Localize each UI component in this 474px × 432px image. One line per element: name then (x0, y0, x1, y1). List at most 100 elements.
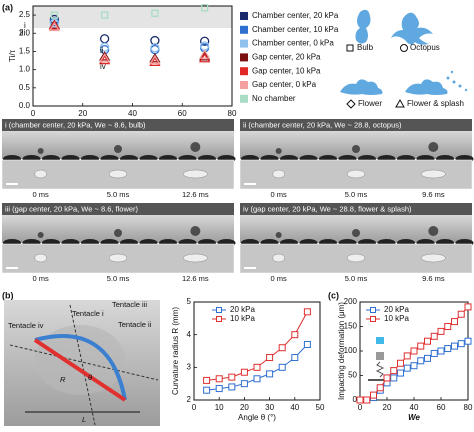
x-tick-label: 40 (290, 403, 299, 412)
droplet-bottom (183, 253, 208, 263)
marker (149, 54, 161, 65)
droplet-bottom (34, 169, 47, 179)
panel-label: (a) (2, 2, 13, 12)
legend-label: Gap center, 20 kPa (252, 53, 321, 62)
panel-label: (c) (328, 290, 339, 300)
marker (410, 362, 418, 370)
marker (451, 342, 458, 350)
marker (417, 342, 425, 350)
marker (48, 20, 61, 30)
x-tick-label: 60 (437, 403, 446, 412)
marker (253, 375, 261, 383)
droplet (352, 229, 360, 237)
droplet-bottom (421, 169, 446, 179)
droplet-bottom (108, 169, 128, 179)
tentacle-arc (34, 334, 127, 401)
x-tick-label: 20 (383, 403, 392, 412)
x-tick-label: 80 (228, 109, 237, 118)
x-tick-label: 40 (128, 109, 137, 118)
x-tick-label: 80 (464, 403, 473, 412)
droplet (114, 229, 122, 237)
x-tick-label: 30 (265, 403, 274, 412)
diagram-label: Tentacle iii (112, 300, 147, 309)
marker (228, 373, 236, 381)
legend-label: 10 kPa (230, 314, 255, 323)
y-tick-label: 2.5 (19, 10, 31, 19)
droplet (190, 226, 201, 236)
y-tick-label: 0.5 (19, 83, 31, 92)
photo-caption: i (chamber center, 20 kPa, We ~ 8.6, bul… (5, 120, 146, 129)
droplet-shadow (35, 325, 125, 395)
shape-label: Bulb (357, 43, 374, 52)
y-tick-label: 150 (344, 322, 358, 331)
marker (303, 308, 311, 316)
droplet-bottom (421, 253, 446, 263)
photo-panel: i (chamber center, 20 kPa, We ~ 8.6, bul… (1, 119, 236, 199)
marker (397, 359, 404, 367)
marker (278, 344, 286, 352)
marker (48, 21, 61, 32)
legend-marker (370, 307, 376, 313)
legend-swatch (240, 67, 248, 76)
inset-drop (376, 337, 384, 344)
shape-label: Octopus (410, 43, 440, 52)
legend-swatch (240, 53, 248, 62)
marker (464, 337, 472, 345)
y-axis-label: Curvature radius R (mm) (171, 307, 180, 395)
droplet (352, 145, 360, 153)
chord (33, 338, 127, 402)
marker (403, 364, 411, 372)
diagram-label: Tentacle ii (118, 320, 152, 329)
marker (149, 56, 161, 67)
x-tick-label: 0 (358, 403, 363, 412)
y-tick-label: 200 (344, 297, 358, 306)
marker (278, 363, 286, 371)
x-tick-label: 40 (410, 403, 419, 412)
droplet-bottom (346, 169, 366, 179)
time-label: 0 ms (33, 274, 50, 283)
caption-bar (2, 203, 234, 215)
octopus-symbol (400, 44, 408, 52)
legend-label: Chamber center, 20 kPa (252, 11, 339, 20)
time-label: 9.6 ms (422, 190, 445, 199)
marker (150, 43, 160, 53)
y-tick-label: 100 (344, 346, 358, 355)
y-tick-label: 0 (353, 395, 358, 404)
y-axis-label: Impacting deformation (μm) (337, 302, 346, 400)
splash-symbol (395, 98, 405, 108)
marker (240, 368, 248, 376)
bulb-symbol (346, 44, 354, 52)
annotation: iv (100, 62, 106, 71)
annotation: iii (20, 28, 26, 37)
photo-panel: iv (gap center, 20 kPa, We ~ 28.8, flowe… (239, 203, 474, 283)
legend-marker (370, 316, 376, 322)
marker (390, 374, 398, 382)
marker (457, 340, 465, 348)
y-tick-label: 3 (187, 362, 192, 371)
droplet (37, 148, 44, 154)
marker (363, 396, 371, 404)
droplet-bottom (108, 253, 128, 263)
legend-label: 10 kPa (384, 314, 409, 323)
marker (417, 357, 425, 365)
photo-panel: iii (gap center, 20 kPa, We ~ 8.6, flowe… (1, 203, 236, 283)
axes-frame (193, 301, 321, 401)
shape-label: Flower (358, 99, 382, 108)
marker (444, 323, 452, 330)
legend-swatch (240, 94, 248, 103)
y-tick-label: 4 (187, 330, 192, 339)
x-tick-label: 50 (316, 403, 325, 412)
splash-icon (405, 79, 448, 95)
marker (383, 374, 391, 382)
marker (356, 396, 364, 404)
legend-swatch (240, 12, 248, 20)
marker (149, 52, 161, 63)
y-tick-label: 2 (187, 395, 192, 404)
annotation: i (24, 21, 26, 30)
y-tick-label: 5 (187, 297, 192, 306)
legend-swatch (240, 39, 248, 48)
legend-label: No chamber (252, 94, 296, 103)
time-label: 0 ms (33, 190, 50, 199)
inset-spring (375, 361, 385, 378)
inset-block (376, 352, 384, 360)
